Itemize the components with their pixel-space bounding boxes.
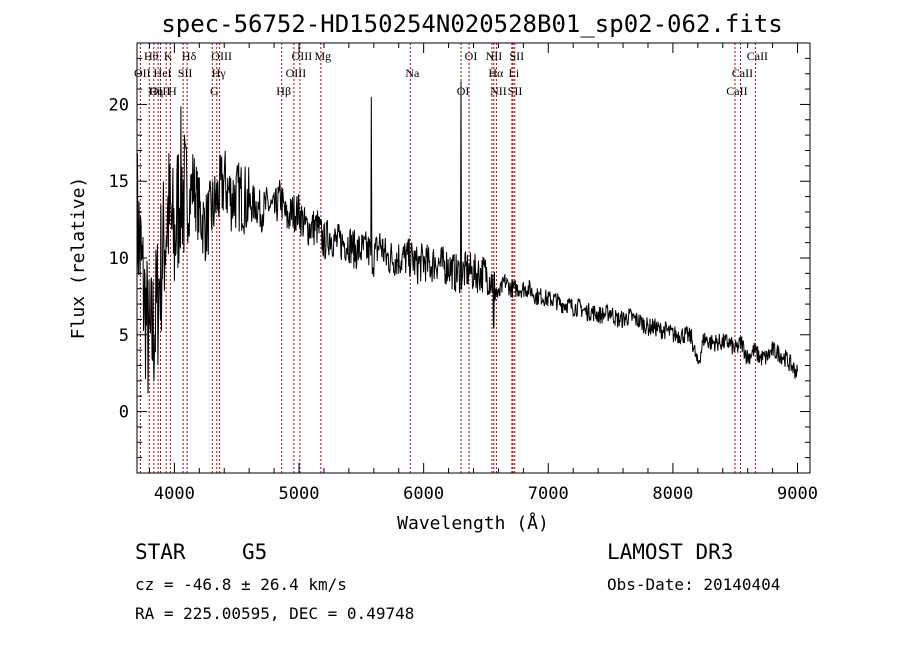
y-tick-label: 20 xyxy=(109,95,129,115)
x-tick-label: 9000 xyxy=(777,484,818,504)
x-tick-label: 8000 xyxy=(652,484,693,504)
x-tick-label: 4000 xyxy=(154,484,195,504)
emission-line-label: Mg xyxy=(314,49,331,63)
emission-line-label: HeI xyxy=(154,66,172,80)
emission-line-label: CaII xyxy=(726,84,747,98)
emission-line-label: H xyxy=(168,84,177,98)
y-tick-label: 10 xyxy=(109,249,129,269)
emission-line-label: NII xyxy=(490,84,507,98)
emission-line-label: Hα xyxy=(488,66,504,80)
object-subclass: G5 xyxy=(242,540,268,564)
coordinates: RA = 225.00595, DEC = 0.49748 xyxy=(135,604,415,623)
emission-line-label: Hβ xyxy=(276,84,291,98)
object-class: STAR xyxy=(135,540,186,564)
x-tick-label: 5000 xyxy=(279,484,320,504)
redshift-text: cz = -46.8 ± 26.4 km/s xyxy=(135,575,347,594)
emission-line-label: Hγ xyxy=(212,66,227,80)
survey-name: LAMOST DR3 xyxy=(607,540,734,564)
emission-line-label: CaII xyxy=(747,49,768,63)
x-axis-ticks: 4000 5000 6000 7000 8000 9000 xyxy=(148,43,818,504)
y-tick-label: 0 xyxy=(119,403,129,423)
emission-line-label: OII xyxy=(134,66,151,80)
emission-line-label: SII xyxy=(509,49,524,63)
y-tick-label: 15 xyxy=(109,172,129,192)
y-tick-label: 5 xyxy=(119,326,129,346)
x-axis-label: Wavelength (Å) xyxy=(397,512,549,534)
emission-line-label: NII xyxy=(486,49,503,63)
x-tick-label: 7000 xyxy=(528,484,569,504)
emission-line-label: Hδ xyxy=(182,49,197,63)
emission-line-label: OIII xyxy=(292,49,313,63)
plot-frame xyxy=(136,42,811,474)
y-axis-label: Flux (relative) xyxy=(68,177,89,340)
emission-line-label: OIII xyxy=(286,66,307,80)
emission-line-label: Li xyxy=(509,66,520,80)
emission-line-label: Na xyxy=(405,66,420,80)
emission-line-label: CaII xyxy=(732,66,753,80)
chart-title: spec-56752-HD150254N020528B01_sp02-062.f… xyxy=(161,10,782,38)
emission-line-label: OI xyxy=(465,49,478,63)
emission-line-label: Hη xyxy=(148,84,163,98)
emission-line-labels: HθOIIOIIIKHeIHηHδSIIHOIIIHγGOIIIOIIIHβMg… xyxy=(134,49,768,98)
emission-lines xyxy=(139,43,756,473)
obs-date: Obs-Date: 20140404 xyxy=(607,575,781,594)
emission-line-label: K xyxy=(164,49,173,63)
emission-line-label: Hθ xyxy=(144,49,159,63)
x-tick-label: 6000 xyxy=(403,484,444,504)
emission-line-label: SII xyxy=(178,66,193,80)
emission-line-label: OIII xyxy=(211,49,232,63)
emission-line-label: OI xyxy=(457,84,470,98)
emission-line-label: G xyxy=(210,84,219,98)
spectrum-line xyxy=(136,81,798,394)
emission-line-label: OIII xyxy=(150,84,171,98)
emission-line-label: SII xyxy=(508,84,523,98)
y-axis-ticks: 0 5 10 15 20 xyxy=(109,42,810,474)
